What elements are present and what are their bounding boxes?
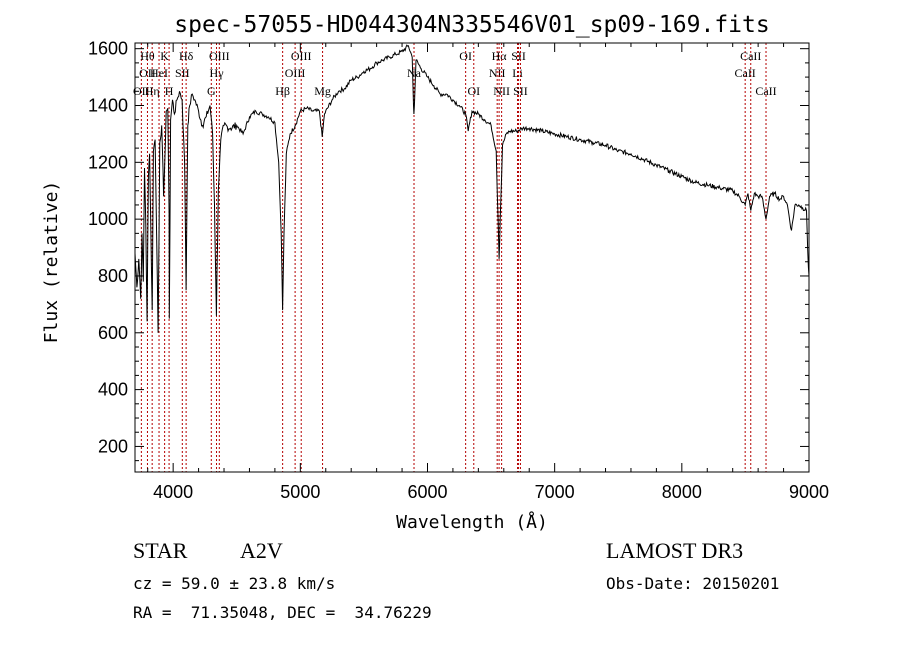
observation-date: Obs-Date: 20150201 [606,574,780,593]
x-tick-label: 8000 [662,482,702,502]
x-tick-label: 4000 [153,482,193,502]
line-marker-label: CaII [755,84,776,98]
y-axis-label: Flux (relative) [41,181,62,344]
line-marker-label: OIII [209,49,230,63]
spectral-line-markers: OIIHθOIIHηHeIKHSIIHδGHγOIIIHβOIIIOIIIMgN… [133,43,777,472]
line-marker-label: K [160,49,169,63]
line-marker-label: Hη [145,84,160,98]
line-marker-label: SII [175,66,190,80]
y-tick-label: 800 [98,266,128,286]
line-marker-label: CaII [740,49,761,63]
line-marker-label: Na [407,66,422,80]
survey-name: LAMOST DR3 [606,538,744,563]
axis-ticks: 4000 5000 6000 7000 8000 9000 200 400 600 800 1000… [88,39,829,502]
y-tick-label: 1000 [88,209,128,229]
line-marker-label: Hγ [210,66,225,80]
x-tick-label: 9000 [789,482,829,502]
line-marker-label: Hδ [179,49,194,63]
line-marker-label: Hα [492,49,508,63]
x-tick-label: 7000 [535,482,575,502]
line-marker-label: NII [489,66,506,80]
spectrum-line [134,44,810,333]
plot-frame [134,42,810,473]
x-tick-label: 5000 [280,482,320,502]
line-marker-label: HeI [150,66,168,80]
object-class: STAR [133,538,188,563]
redshift-velocity: cz = 59.0 ± 23.8 km/s [133,574,336,593]
line-marker-label: OIII [291,49,312,63]
line-marker-label: H [165,84,174,98]
y-tick-label: 1600 [88,39,128,59]
line-marker-label: Hθ [140,49,155,63]
y-tick-label: 200 [98,436,128,456]
line-marker-label: CaII [734,66,755,80]
y-tick-label: 400 [98,380,128,400]
line-marker-label: Hβ [275,84,290,98]
line-marker-label: OII [139,66,156,80]
line-marker-label: OIII [285,66,306,80]
line-marker-label: OII [133,84,150,98]
line-marker-label: SII [513,84,528,98]
line-marker-label: SII [511,49,526,63]
line-marker-label: OI [459,49,472,63]
line-marker-label: Mg [314,84,331,98]
y-tick-label: 1200 [88,152,128,172]
y-tick-label: 600 [98,323,128,343]
sky-coordinates: RA = 71.35048, DEC = 34.76229 [133,603,432,622]
line-marker-label: Li [512,66,523,80]
y-tick-label: 1400 [88,96,128,116]
x-axis-label: Wavelength (Å) [396,511,548,533]
line-marker-label: OI [467,84,480,98]
line-marker-label: G [207,84,216,98]
x-tick-label: 6000 [407,482,447,502]
chart-title: spec-57055-HD044304N335546V01_sp09-169.f… [174,12,769,38]
object-subclass: A2V [240,538,283,563]
line-marker-label: NII [493,84,510,98]
